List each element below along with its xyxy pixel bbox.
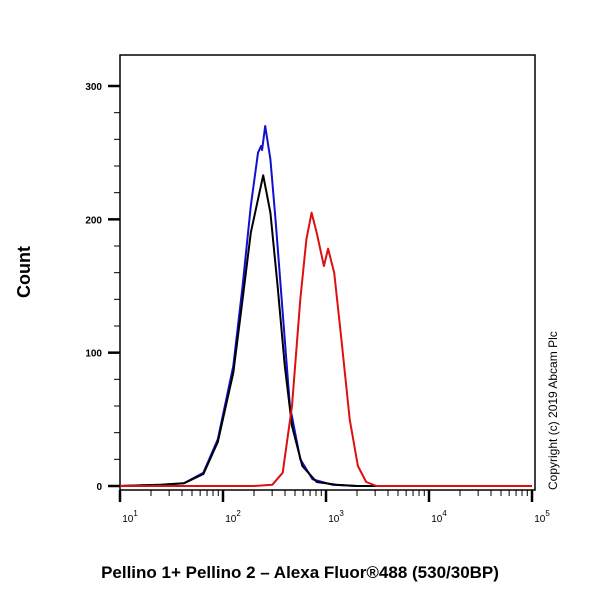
- series-line-blue: [119, 125, 532, 487]
- x-tick-label: 105: [534, 509, 550, 525]
- y-tick-label: 200: [85, 215, 102, 226]
- y-tick-label: 100: [85, 349, 102, 360]
- x-tick-label: 102: [225, 509, 241, 525]
- y-tick-label: 0: [96, 482, 102, 493]
- y-tick-label: 300: [85, 82, 102, 93]
- plot-frame: [119, 54, 536, 491]
- series-line-red: [120, 211, 532, 487]
- series-line-black: [119, 174, 532, 487]
- x-axis-label: Pellino 1+ Pellino 2 – Alexa Fluor®488 (…: [101, 563, 499, 582]
- y-axis-label: Count: [14, 246, 34, 298]
- copyright-text: Copyright (c) 2019 Abcam Plc: [546, 331, 560, 490]
- x-tick-label: 104: [431, 509, 447, 525]
- x-tick-label: 101: [122, 509, 138, 525]
- x-tick-label: 103: [328, 509, 344, 525]
